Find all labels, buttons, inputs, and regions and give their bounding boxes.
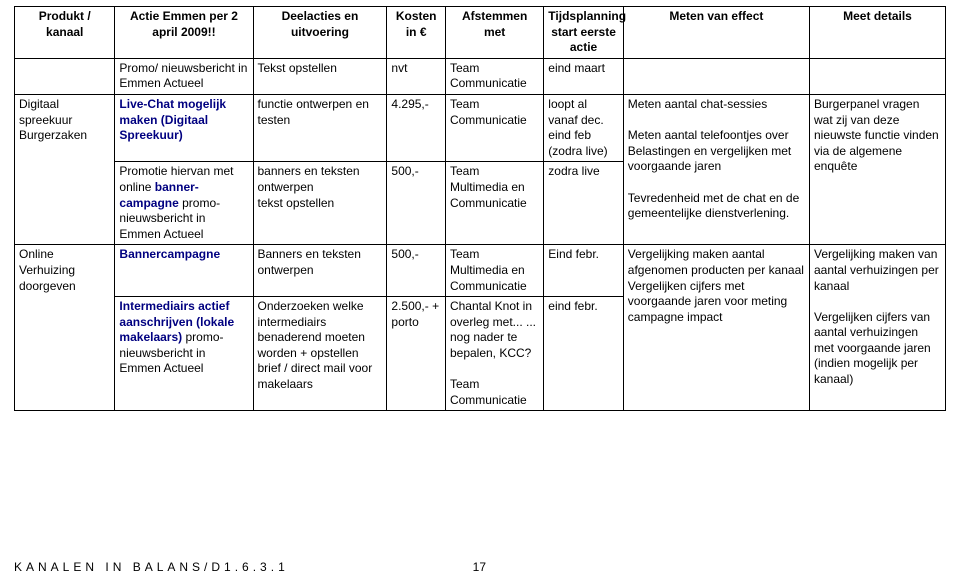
cell: zodra live — [544, 162, 624, 245]
cell: 4.295,- — [387, 94, 446, 161]
cell-product: Digitaal spreekuur Burgerzaken — [15, 94, 115, 244]
cell — [809, 58, 945, 94]
cell: 500,- — [387, 245, 446, 297]
col-header: Deelacties en uitvoering — [253, 7, 387, 59]
col-header: Tijdsplanning start eerste actie — [544, 7, 624, 59]
cell: 500,- — [387, 162, 446, 245]
page-footer: KANALEN IN BALANS/D1.6.3.1 17 — [14, 560, 946, 574]
cell: Team Multimedia en Communicatie — [445, 245, 543, 297]
col-header: Produkt / kanaal — [15, 7, 115, 59]
action-title: Live-Chat mogelijk maken (Digitaal Spree… — [119, 97, 226, 142]
cell — [15, 58, 115, 94]
table-row: Promo/ nieuwsbericht in Emmen Actueel Te… — [15, 58, 946, 94]
action-title: Bannercampagne — [119, 247, 220, 261]
table-row: Online Verhuizing doorgeven Bannercampag… — [15, 245, 946, 297]
cell: Burgerpanel vragen wat zij van deze nieu… — [809, 94, 945, 244]
cell: Intermediairs actief aanschrijven (lokal… — [115, 297, 253, 411]
main-table: Produkt / kanaal Actie Emmen per 2 april… — [14, 6, 946, 411]
cell: Tekst opstellen — [253, 58, 387, 94]
cell: Banners en teksten ontwerpen — [253, 245, 387, 297]
cell: Bannercampagne — [115, 245, 253, 297]
detail-line: Vergelijking maken van aantal verhuizing… — [814, 247, 939, 292]
cell: Eind febr. — [544, 245, 624, 297]
table-row: Digitaal spreekuur Burgerzaken Live-Chat… — [15, 94, 946, 161]
effect-line: Tevredenheid met de chat en de gemeentel… — [628, 191, 799, 221]
effect-line: Vergelijken cijfers met voorgaande jaren… — [628, 279, 787, 324]
cell: Live-Chat mogelijk maken (Digitaal Spree… — [115, 94, 253, 161]
cell: Team Communicatie — [445, 58, 543, 94]
footer-code: KANALEN IN BALANS/D1.6.3.1 — [14, 560, 289, 574]
col-header: Actie Emmen per 2 april 2009!! — [115, 7, 253, 59]
cell: loopt al vanaf dec. eind feb (zodra live… — [544, 94, 624, 161]
cell: Chantal Knot in overleg met... ... nog n… — [445, 297, 543, 411]
cell: Vergelijking maken aantal afgenomen prod… — [623, 245, 809, 411]
page: Produkt / kanaal Actie Emmen per 2 april… — [0, 0, 960, 584]
footer-page-number: 17 — [473, 560, 486, 574]
col-header: Afstemmen met — [445, 7, 543, 59]
effect-line: Meten aantal telefoontjes over Belasting… — [628, 128, 791, 173]
cell: banners en teksten ontwerpen tekst opste… — [253, 162, 387, 245]
cell: nvt — [387, 58, 446, 94]
cell-product: Online Verhuizing doorgeven — [15, 245, 115, 411]
cell: Promotie hiervan met online banner-campa… — [115, 162, 253, 245]
cell: Promo/ nieuwsbericht in Emmen Actueel — [115, 58, 253, 94]
cell — [623, 58, 809, 94]
col-header: Meet details — [809, 7, 945, 59]
detail-line: Vergelijken cijfers van aantal verhuizin… — [814, 310, 931, 386]
cell: Vergelijking maken van aantal verhuizing… — [809, 245, 945, 411]
cell: functie ontwerpen en testen — [253, 94, 387, 161]
cell: Team Communicatie — [445, 94, 543, 161]
cell: Meten aantal chat-sessies Meten aantal t… — [623, 94, 809, 244]
col-header: Kosten in € — [387, 7, 446, 59]
cell: Onderzoeken welke intermediairs benadere… — [253, 297, 387, 411]
cell: 2.500,- + porto — [387, 297, 446, 411]
cell: eind febr. — [544, 297, 624, 411]
table-header-row: Produkt / kanaal Actie Emmen per 2 april… — [15, 7, 946, 59]
cell: Team Multimedia en Communicatie — [445, 162, 543, 245]
effect-line: Vergelijking maken aantal afgenomen prod… — [628, 247, 804, 277]
col-header: Meten van effect — [623, 7, 809, 59]
cell: eind maart — [544, 58, 624, 94]
effect-line: Meten aantal chat-sessies — [628, 97, 767, 111]
